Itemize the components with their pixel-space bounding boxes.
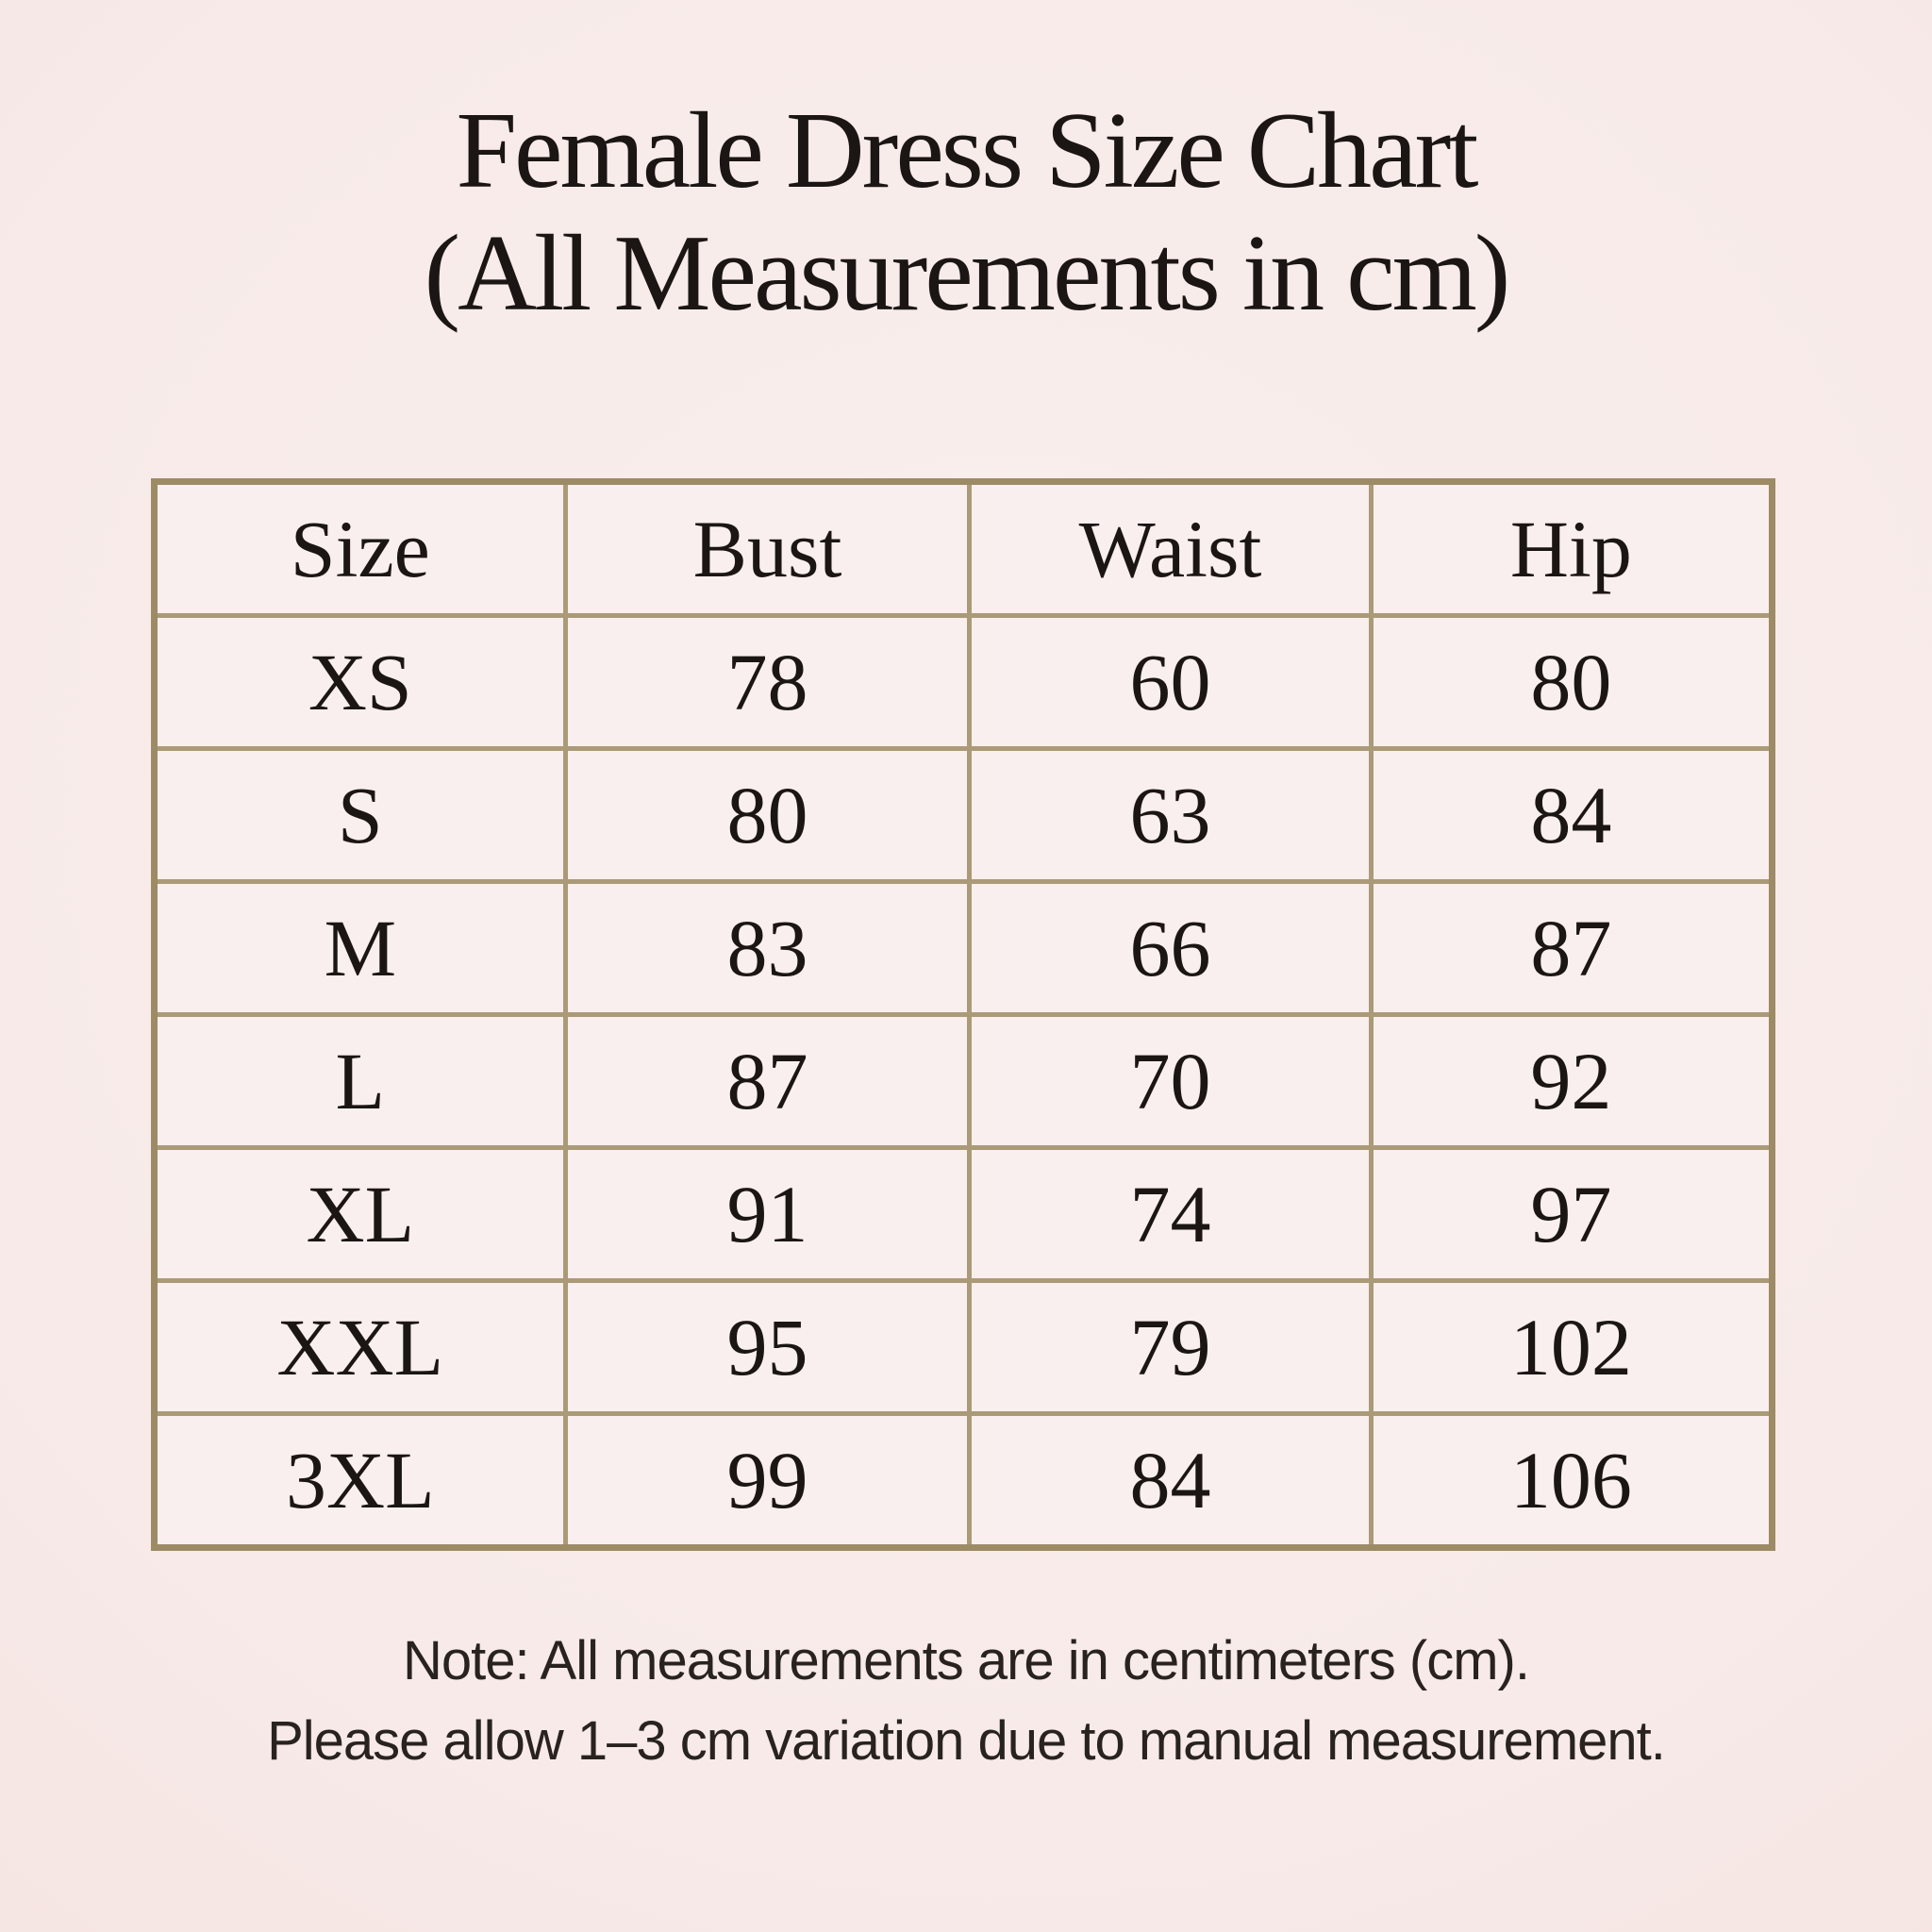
table-cell: 91	[562, 1145, 973, 1283]
table-cell: XL	[152, 1145, 568, 1283]
page-title: Female Dress Size Chart (All Measurement…	[0, 91, 1932, 336]
table-cell: 80	[562, 746, 973, 884]
table-cell: XXL	[152, 1278, 568, 1416]
table-cell: 66	[967, 879, 1374, 1017]
table-row: S 80 63 84	[152, 746, 1775, 884]
table-cell: 84	[967, 1411, 1374, 1550]
table-cell: 99	[562, 1411, 973, 1550]
table-cell: 106	[1368, 1411, 1775, 1550]
table-cell: 102	[1368, 1278, 1775, 1416]
table-cell: 74	[967, 1145, 1374, 1283]
page-title-line2: (All Measurements in cm)	[424, 212, 1511, 334]
table-cell: 84	[1368, 746, 1775, 884]
note-line1: Note: All measurements are in centimeter…	[403, 1630, 1530, 1691]
table-cell: 92	[1368, 1012, 1775, 1150]
table-row: XS 78 60 80	[152, 613, 1775, 751]
table-row: L 87 70 92	[152, 1012, 1775, 1150]
table-cell: 79	[967, 1278, 1374, 1416]
table-cell: 87	[562, 1012, 973, 1150]
table-cell: 80	[1368, 613, 1775, 751]
table-row: XL 91 74 97	[152, 1145, 1775, 1283]
table-cell: 3XL	[152, 1411, 568, 1550]
note: Note: All measurements are in centimeter…	[0, 1621, 1932, 1782]
table-cell: XS	[152, 613, 568, 751]
table-row: 3XL 99 84 106	[152, 1411, 1775, 1550]
table-cell: 97	[1368, 1145, 1775, 1283]
size-table-body: XS 78 60 80 S 80 63 84 M 83 66 87 L 87 70 92 XL 91 74 97 XXL…	[152, 613, 1775, 1550]
header-hip: Hip	[1368, 479, 1775, 618]
header-size: Size	[152, 479, 568, 618]
table-row: XXL 95 79 102	[152, 1278, 1775, 1416]
table-cell: 95	[562, 1278, 973, 1416]
table-cell: M	[152, 879, 568, 1017]
size-chart-table: Size Bust Waist Hip XS 78 60 80 S 80 63 84 M 83 66…	[151, 478, 1775, 1551]
page-title-line1: Female Dress Size Chart	[456, 91, 1478, 211]
table-cell: 63	[967, 746, 1374, 884]
header-bust: Bust	[562, 479, 973, 618]
table-cell: 70	[967, 1012, 1374, 1150]
header-waist: Waist	[967, 479, 1374, 618]
note-line2: Please allow 1–3 cm variation due to man…	[267, 1710, 1666, 1773]
table-cell: 60	[967, 613, 1374, 751]
table-row: M 83 66 87	[152, 879, 1775, 1017]
header-row: Size Bust Waist Hip	[152, 479, 1775, 618]
table-cell: L	[152, 1012, 568, 1150]
table-cell: 87	[1368, 879, 1775, 1017]
table-cell: 83	[562, 879, 973, 1017]
table-cell: 78	[562, 613, 973, 751]
table-cell: S	[152, 746, 568, 884]
